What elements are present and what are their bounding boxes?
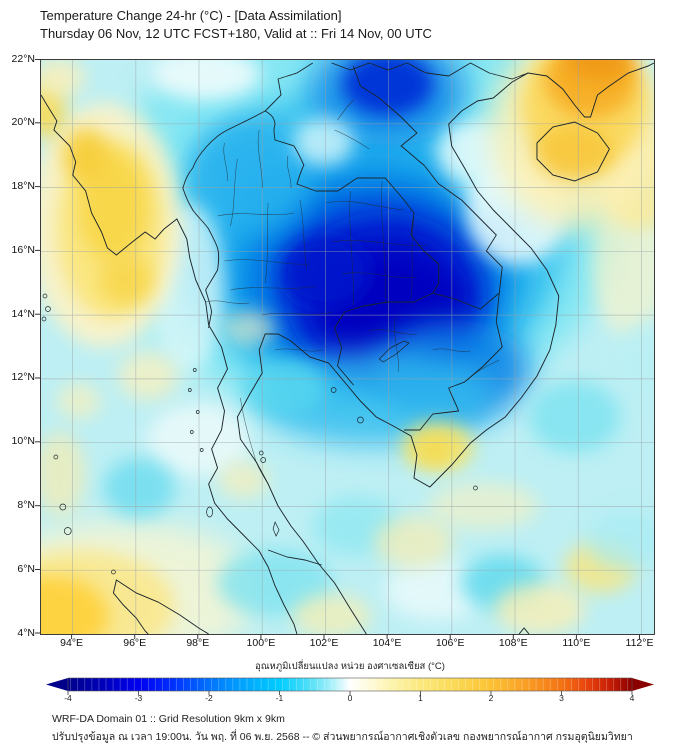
- y-tick-label: 14°N: [11, 308, 35, 320]
- colorbar-tick-label: -4: [64, 693, 72, 703]
- colorbar-right-arrow: [632, 678, 654, 691]
- x-tick-label: 102°E: [309, 637, 339, 649]
- y-tick-label: 18°N: [11, 180, 35, 192]
- temperature-field-map: [41, 60, 654, 634]
- x-tick-label: 108°E: [498, 637, 528, 649]
- colorbar-tick-label: 4: [629, 693, 635, 703]
- footer-domain-info: WRF-DA Domain 01 :: Grid Resolution 9km …: [52, 713, 285, 725]
- colorbar-tick-label: -2: [205, 693, 213, 703]
- y-tick-label: 10°N: [11, 435, 35, 447]
- x-tick-label: 100°E: [246, 637, 276, 649]
- x-tick-label: 104°E: [372, 637, 402, 649]
- x-tick-label: 94°E: [60, 637, 84, 649]
- colorbar-tick-label: 0: [347, 693, 353, 703]
- country-borders: [182, 62, 529, 566]
- graticule-gridlines: [41, 60, 654, 634]
- colorbar-tick-label: -3: [134, 693, 143, 703]
- colorbar-gradient: [68, 678, 632, 691]
- footer-update-credit: ปรับปรุงข้อมูล ณ เวลา 19:00น. วัน พฤ. ที…: [52, 731, 633, 743]
- x-tick-label: 98°E: [186, 637, 210, 649]
- y-tick-label: 20°N: [11, 116, 35, 128]
- colorbar-left-arrow: [46, 678, 68, 691]
- colorbar-label: อุณหภูมิเปลี่ยนแปลง หน่วย องศาเซลเซียส (…: [255, 661, 445, 672]
- y-tick-label: 6°N: [17, 563, 35, 575]
- x-tick-label: 96°E: [123, 637, 147, 649]
- warming-field-blobs: [41, 60, 654, 634]
- map-plot-area: [40, 59, 655, 635]
- x-tick-label: 110°E: [562, 637, 591, 649]
- x-tick-label: 112°E: [625, 637, 654, 649]
- colorbar-tick-label: 2: [488, 693, 494, 703]
- y-tick-label: 8°N: [17, 499, 35, 511]
- y-tick-label: 4°N: [17, 627, 35, 639]
- y-tick-label: 22°N: [11, 53, 35, 65]
- coastlines: [41, 62, 654, 634]
- lakes-and-islands: [41, 293, 478, 575]
- y-tick-label: 16°N: [11, 244, 35, 256]
- page-title: Temperature Change 24-hr (°C) - [Data As…: [40, 8, 342, 23]
- x-tick-label: 106°E: [435, 637, 465, 649]
- colorbar-tick-label: 3: [559, 693, 564, 703]
- page-subtitle: Thursday 06 Nov, 12 UTC FCST+180, Valid …: [40, 26, 432, 41]
- colorbar-tick-label: 1: [418, 693, 423, 703]
- y-tick-label: 12°N: [11, 371, 35, 383]
- colorbar-tick-label: -1: [275, 693, 284, 703]
